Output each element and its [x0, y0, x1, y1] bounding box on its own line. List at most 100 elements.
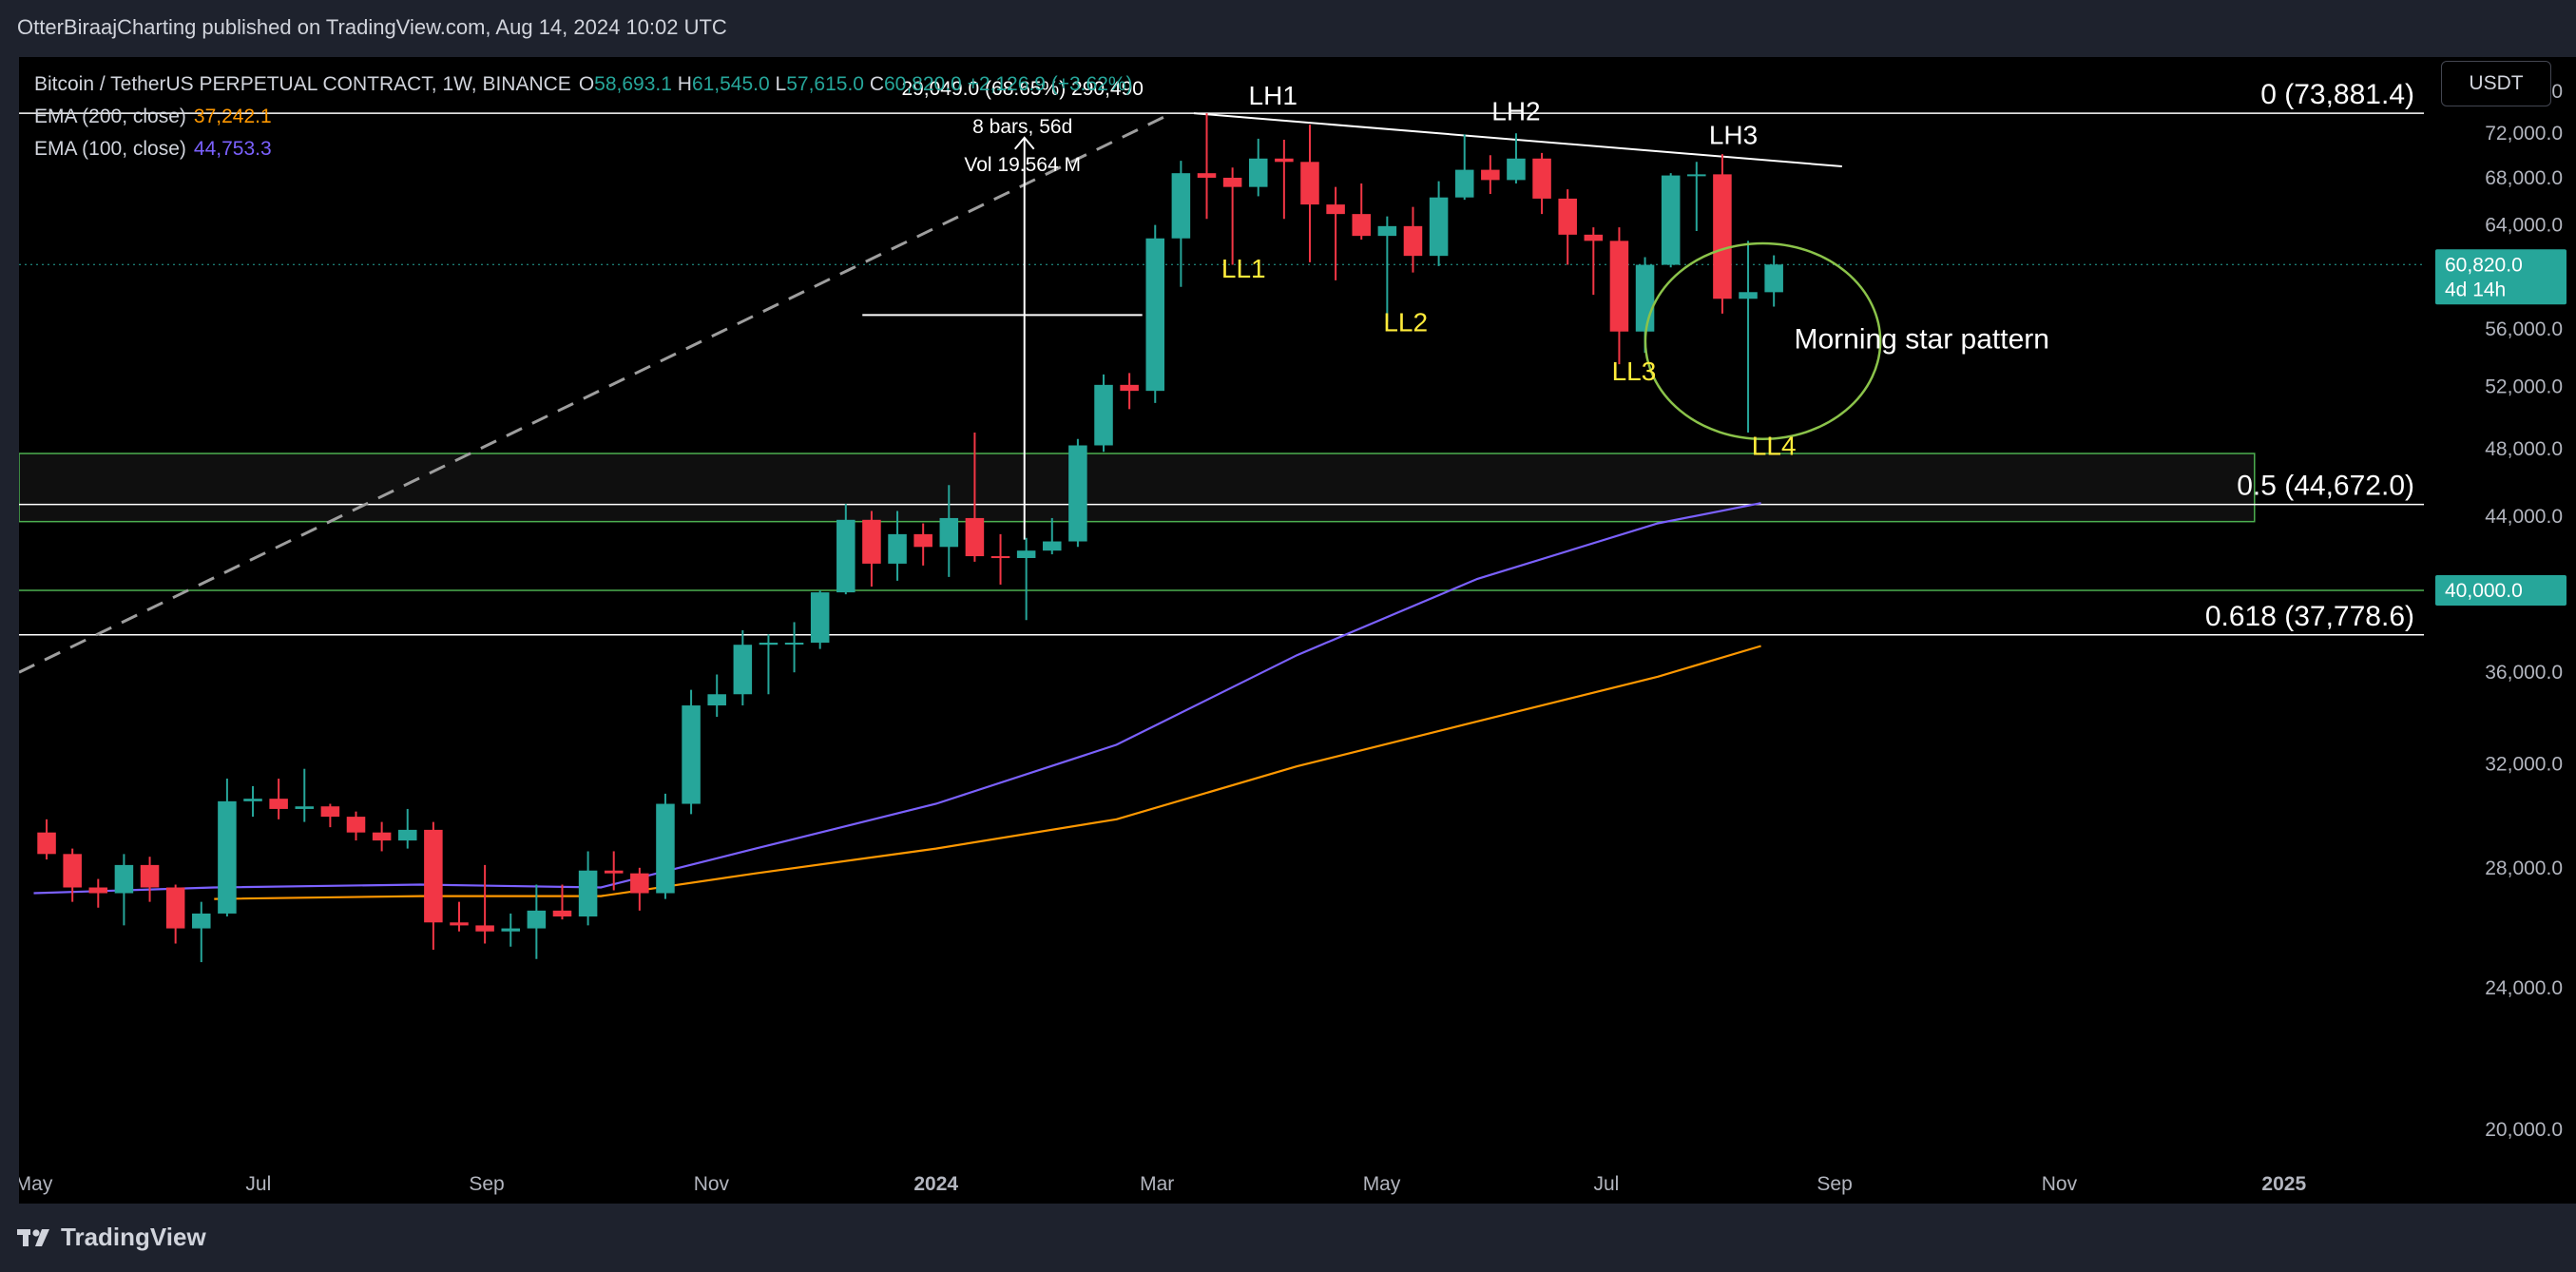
- currency-button[interactable]: USDT: [2441, 61, 2551, 106]
- candle-body: [1043, 541, 1062, 551]
- candle-body: [424, 829, 443, 923]
- candle: [1687, 162, 1706, 231]
- legend-ema200-label: EMA (200, close): [34, 106, 186, 127]
- legend-ema100-label: EMA (100, close): [34, 138, 186, 160]
- candle-body: [1120, 384, 1139, 392]
- candle-body: [810, 592, 830, 644]
- y-tick-label: 20,000.0: [2485, 1119, 2563, 1141]
- candle-body: [1532, 158, 1551, 199]
- candle: [475, 864, 494, 944]
- candle-body: [1197, 173, 1217, 178]
- morning-star-ellipse: [1644, 241, 1882, 440]
- legend-low: 57,615.0: [786, 73, 864, 95]
- candle: [397, 808, 417, 849]
- candle-body: [1635, 264, 1655, 332]
- candle-body: [346, 817, 366, 833]
- candle: [1661, 173, 1681, 268]
- candle: [1248, 138, 1268, 197]
- candle: [939, 485, 959, 577]
- y-tick-label: 56,000.0: [2485, 318, 2563, 340]
- annotation-ll4: LL4: [1752, 432, 1797, 461]
- candle-body: [1094, 384, 1113, 446]
- legend-change: +2,126.9 (+3.62%): [967, 73, 1133, 95]
- candle-body: [37, 832, 56, 855]
- y-tick-label: 64,000.0: [2485, 215, 2563, 237]
- legend-open-label: O: [578, 73, 595, 95]
- x-tick-label: 2024: [913, 1173, 958, 1195]
- candle-body: [1300, 162, 1319, 205]
- candle-body: [1171, 173, 1191, 239]
- candle: [1429, 181, 1449, 266]
- candle-body: [295, 806, 315, 809]
- legend-ema100-row[interactable]: EMA (100, close) 44,753.3: [34, 133, 1133, 165]
- tradingview-brand-label: TradingView: [61, 1223, 206, 1251]
- candle-body: [578, 870, 598, 917]
- candle-body: [965, 517, 985, 557]
- candle-body: [1352, 214, 1371, 237]
- y-tick-label: 44,000.0: [2485, 506, 2563, 528]
- candle-body: [450, 922, 469, 926]
- candle-body: [527, 910, 547, 929]
- price-tag-value: 60,820.0: [2445, 254, 2523, 276]
- candle: [1507, 133, 1526, 184]
- candle: [165, 884, 185, 944]
- candle: [630, 867, 649, 911]
- tradingview-brand[interactable]: TradingView: [17, 1223, 206, 1252]
- candle-body: [862, 519, 881, 564]
- candle: [578, 851, 598, 926]
- x-tick-label: Mar: [1140, 1173, 1174, 1195]
- fib-projection-dashed-line: [19, 111, 1173, 674]
- footer-bar: TradingView: [0, 1204, 2576, 1272]
- candle-body: [1403, 225, 1423, 257]
- candle: [1094, 374, 1113, 453]
- candle-body: [1222, 177, 1242, 187]
- candle-body: [320, 806, 340, 818]
- chart-legend: Bitcoin / TetherUS PERPETUAL CONTRACT, 1…: [34, 68, 1133, 165]
- candle: [965, 433, 985, 562]
- candle: [1326, 186, 1345, 280]
- candle: [836, 504, 855, 595]
- price-tag: [2435, 575, 2566, 607]
- candle: [243, 785, 262, 818]
- candle: [1145, 224, 1165, 403]
- annotation-lh1: LH1: [1249, 81, 1298, 110]
- candle: [295, 768, 315, 822]
- candle-body: [1713, 174, 1732, 299]
- candle: [733, 629, 753, 706]
- candle: [140, 857, 160, 902]
- legend-ohlc: O58,693.1 H61,545.0 L57,615.0 C60,820.0 …: [579, 68, 1133, 101]
- fib-level-label: 0 (73,881.4): [2260, 79, 2414, 110]
- candle-body: [604, 870, 624, 874]
- candle-body: [682, 705, 701, 804]
- y-tick-label: 52,000.0: [2485, 376, 2563, 397]
- legend-ema200-row[interactable]: EMA (200, close) 37,242.1: [34, 101, 1133, 133]
- candle-body: [1248, 158, 1268, 187]
- candle-body: [990, 556, 1010, 559]
- candle-body: [475, 925, 494, 932]
- chart-pane[interactable]: 0 (73,881.4) 0.5 (44,672.0) 0.618 (37,778.…: [19, 57, 2576, 1204]
- candle-body: [1507, 158, 1526, 181]
- candle: [656, 793, 675, 899]
- candle: [707, 674, 726, 717]
- candle: [1377, 216, 1397, 322]
- candle: [1609, 227, 1629, 365]
- candle-body: [1739, 292, 1758, 299]
- legend-symbol[interactable]: Bitcoin / TetherUS PERPETUAL CONTRACT, 1…: [34, 73, 571, 95]
- y-tick-label: 28,000.0: [2485, 858, 2563, 879]
- candle: [1584, 227, 1604, 296]
- candle-body: [939, 517, 959, 548]
- candle: [114, 854, 134, 926]
- legend-close: 60,820.0: [883, 73, 962, 95]
- candle: [450, 901, 469, 932]
- candle-body: [759, 643, 779, 646]
- candle-body: [1584, 234, 1604, 241]
- candle: [888, 511, 907, 581]
- candle: [424, 821, 443, 950]
- candlestick-chart[interactable]: 0 (73,881.4) 0.5 (44,672.0) 0.618 (37,778.…: [19, 57, 2576, 1204]
- candle: [1043, 517, 1062, 555]
- measure-arrowhead: [1013, 136, 1035, 150]
- candle-body: [1326, 204, 1345, 215]
- candle-body: [1609, 241, 1629, 332]
- candle-body: [243, 799, 262, 801]
- x-tick-label: Sep: [1817, 1173, 1852, 1195]
